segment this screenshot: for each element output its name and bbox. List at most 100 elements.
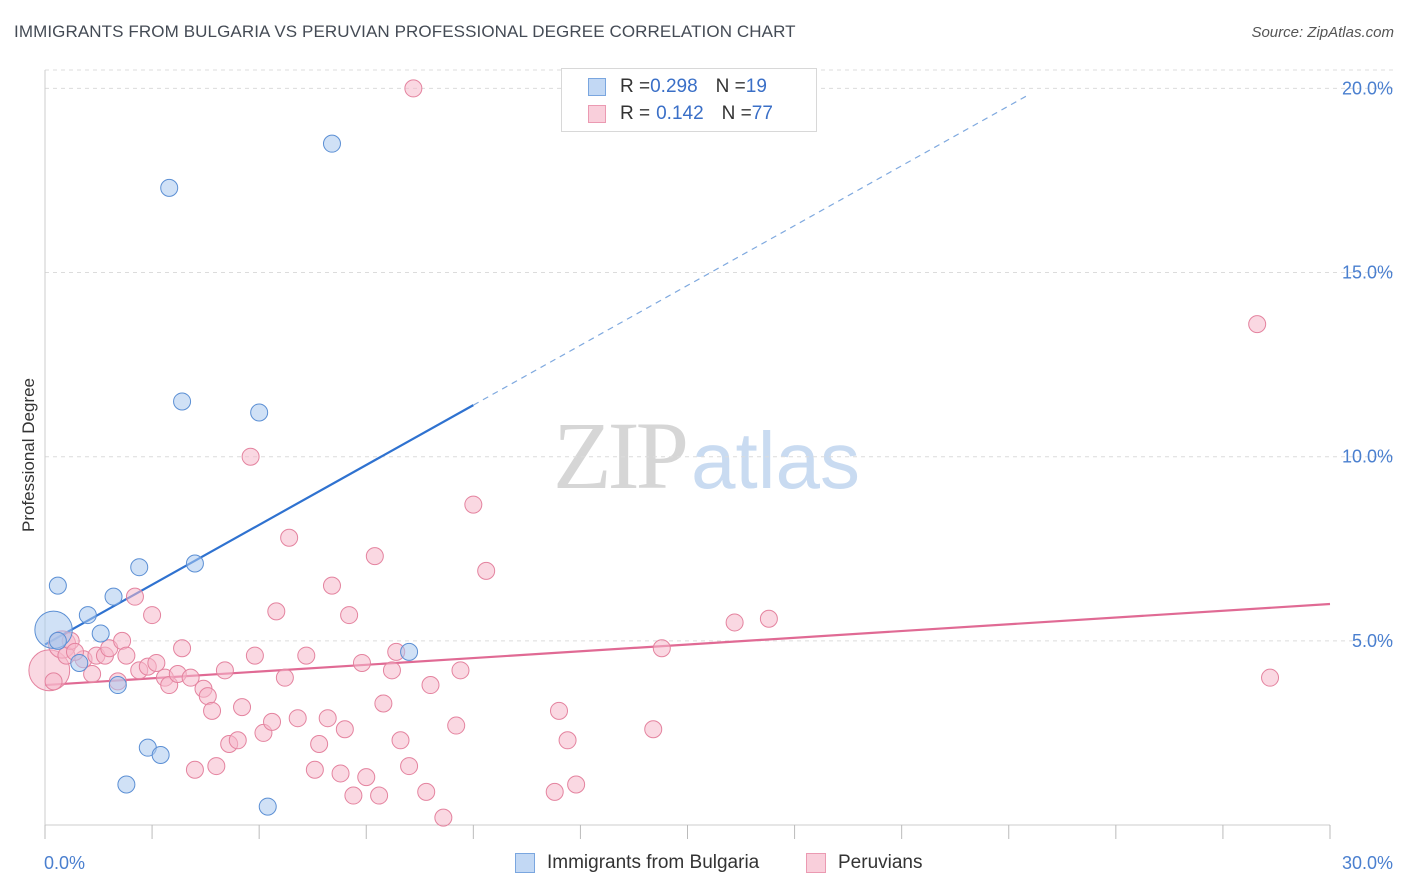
point-peruvians [83, 665, 102, 683]
point-peruvians [322, 576, 341, 595]
point-peruvians [335, 720, 354, 739]
point-peruvians [357, 768, 376, 787]
legend-r-value: 0.142 [656, 103, 704, 124]
legend-row-bulgaria: R = 0.298 N = 19 [588, 75, 767, 99]
point-bulgaria [117, 775, 136, 794]
point-peruvians [245, 646, 264, 665]
bottom-legend-label-peruvians: Peruvians [838, 852, 923, 873]
y-tick-label: 10.0% [1342, 447, 1393, 467]
watermark: ZIPatlas [553, 400, 860, 511]
bottom-legend-peruvians: Peruvians [806, 852, 923, 874]
point-peruvians [1261, 668, 1280, 687]
legend-r-label: R = [620, 76, 651, 97]
axes [44, 70, 1331, 839]
point-peruvians [558, 731, 577, 750]
point-peruvians [404, 79, 423, 98]
trend-lines [44, 93, 1331, 687]
source-credit: Source: ZipAtlas.com [1251, 24, 1394, 41]
point-peruvians [228, 731, 247, 750]
point-peruvians [117, 646, 136, 665]
point-peruvians [447, 716, 466, 735]
point-bulgaria [322, 134, 341, 153]
point-peruvians [545, 782, 564, 801]
point-peruvians [143, 606, 162, 625]
legend-n-value: 77 [751, 103, 773, 124]
point-bulgaria [173, 392, 192, 411]
bottom-legend-swatch-bulgaria [515, 853, 535, 873]
point-peruvians [567, 775, 586, 794]
axis-labels: 5.0% 10.0% 15.0% 20.0% 0.0% 30.0% Professional… [19, 78, 1393, 873]
point-peruvians [352, 653, 371, 672]
point-peruvians [310, 734, 329, 753]
point-peruvians [44, 672, 63, 691]
point-peruvians [1248, 315, 1267, 334]
point-peruvians [550, 701, 568, 720]
point-peruvians [374, 694, 393, 713]
point-bulgaria [185, 554, 204, 573]
point-peruvians [267, 602, 286, 621]
watermark-atlas: atlas [691, 416, 860, 505]
point-bulgaria [151, 746, 170, 765]
y-tick-label: 20.0% [1342, 78, 1393, 98]
x-tick-label: 30.0% [1342, 853, 1393, 873]
point-peruvians [207, 757, 226, 776]
point-peruvians [451, 661, 470, 680]
point-peruvians [370, 786, 389, 805]
x-tick-label: 0.0% [44, 853, 85, 873]
point-bulgaria [48, 576, 67, 595]
point-peruvians [421, 676, 440, 695]
point-bulgaria [104, 587, 123, 606]
point-peruvians [233, 698, 252, 717]
point-bulgaria [48, 631, 67, 650]
legend-swatch-bulgaria [588, 78, 606, 96]
legend-r-label: R = [620, 103, 651, 124]
point-peruvians [203, 701, 222, 720]
trend-extension-bulgaria [473, 93, 1031, 406]
point-peruvians [434, 808, 453, 827]
point-peruvians [241, 447, 260, 466]
legend-n-label: N = [721, 103, 752, 124]
point-bulgaria [400, 642, 419, 661]
point-peruvians [215, 661, 234, 680]
legend-r-value: 0.298 [650, 76, 698, 97]
point-peruvians [331, 764, 350, 783]
point-peruvians [464, 495, 483, 514]
legend-n-value: 19 [745, 76, 767, 97]
chart-title: IMMIGRANTS FROM BULGARIA VS PERUVIAN PRO… [14, 22, 796, 41]
trend-line-peruvians [44, 602, 1331, 687]
point-peruvians [173, 639, 192, 658]
grid-lines [45, 69, 1395, 642]
point-peruvians [652, 639, 671, 658]
point-peruvians [644, 720, 663, 739]
legend-swatch-peruvians [588, 105, 606, 123]
point-bulgaria [130, 558, 149, 577]
legend-n-label: N = [715, 76, 746, 97]
y-axis-label: Professional Degree [19, 378, 38, 532]
point-peruvians [391, 731, 410, 750]
y-tick-label: 15.0% [1342, 263, 1393, 283]
point-peruvians [400, 757, 419, 776]
point-peruvians [417, 782, 436, 801]
bottom-legend-swatch-peruvians [806, 853, 826, 873]
point-bulgaria [78, 606, 97, 625]
point-peruvians [759, 609, 778, 628]
point-peruvians [275, 668, 294, 687]
point-peruvians [477, 561, 496, 580]
point-peruvians [365, 547, 384, 566]
point-peruvians [147, 653, 166, 672]
point-bulgaria [70, 653, 89, 672]
point-peruvians [125, 587, 144, 606]
point-peruvians [725, 613, 744, 632]
point-peruvians [263, 712, 282, 731]
bottom-legend-label-bulgaria: Immigrants from Bulgaria [547, 852, 760, 873]
correlation-legend: R = 0.298 N = 19 R = 0.142 N = 77 [561, 68, 817, 132]
trend-line-bulgaria [44, 404, 474, 646]
point-peruvians [297, 646, 316, 665]
point-peruvians [288, 709, 307, 728]
point-bulgaria [108, 676, 127, 695]
point-peruvians [340, 606, 359, 625]
point-peruvians [318, 709, 337, 728]
point-bulgaria [250, 403, 269, 422]
point-bulgaria [160, 178, 179, 197]
